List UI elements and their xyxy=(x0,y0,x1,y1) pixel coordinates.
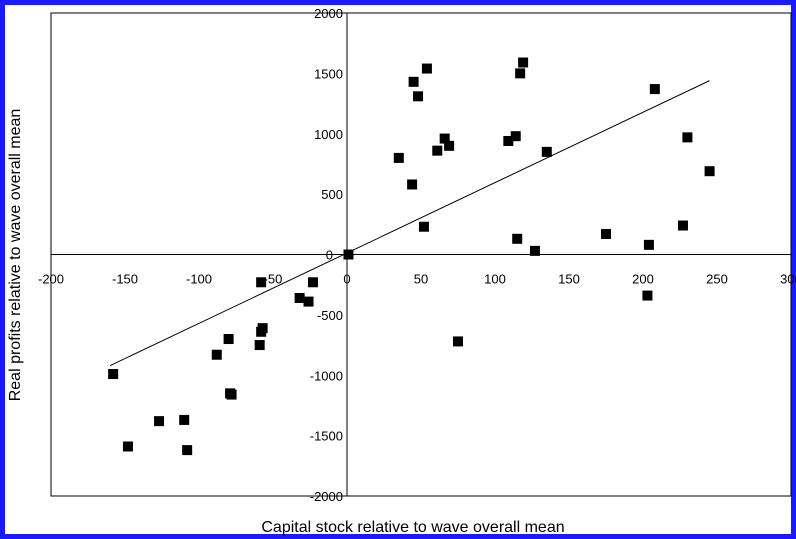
x-tick-label: 300 xyxy=(780,272,796,287)
data-point xyxy=(503,135,514,146)
data-point xyxy=(601,228,611,239)
data-point xyxy=(453,336,463,347)
data-point xyxy=(444,140,455,151)
x-tick-label: 0 xyxy=(343,272,350,287)
data-point xyxy=(182,445,193,456)
x-tick-label: 200 xyxy=(632,272,654,287)
data-point xyxy=(122,441,133,452)
y-tick-label: 1500 xyxy=(314,66,343,81)
y-tick-labels: -2000 -1500 -1000 -500 500 1000 1500 2000 0 xyxy=(310,6,343,504)
data-point xyxy=(510,131,521,142)
data-point xyxy=(421,63,432,74)
data-point xyxy=(541,146,552,157)
data-point xyxy=(643,239,654,250)
data-point xyxy=(211,349,222,360)
x-tick-label: 250 xyxy=(706,272,728,287)
x-tick-label: -150 xyxy=(112,272,138,287)
data-point xyxy=(649,84,660,95)
y-tick-label: 2000 xyxy=(314,6,343,21)
data-point xyxy=(343,249,354,260)
x-tick-label: -50 xyxy=(264,272,283,287)
data-point xyxy=(515,68,526,79)
data-point xyxy=(408,76,419,87)
y-tick-label: -2000 xyxy=(310,489,343,504)
data-point xyxy=(642,290,653,301)
data-point xyxy=(704,166,715,177)
data-point xyxy=(677,220,688,231)
data-point xyxy=(418,221,429,232)
trend-line xyxy=(109,80,710,367)
data-point xyxy=(439,133,450,144)
y-tick-label: 500 xyxy=(321,187,343,202)
data-point xyxy=(413,91,424,102)
data-point xyxy=(179,414,190,425)
y-tick-label: 0 xyxy=(326,248,333,263)
data-point xyxy=(303,296,314,307)
data-point xyxy=(254,340,265,351)
x-tick-label: 100 xyxy=(484,272,506,287)
x-tick-label: -200 xyxy=(38,272,64,287)
x-axis-label: Capital stock relative to wave overall m… xyxy=(261,519,564,536)
y-tick-label: -1500 xyxy=(310,429,343,444)
x-tick-label: -100 xyxy=(186,272,212,287)
data-point xyxy=(294,292,305,303)
data-point xyxy=(529,245,540,256)
y-axis-label: Real profits relative to wave overall me… xyxy=(7,109,24,402)
data-point xyxy=(512,233,523,244)
data-point xyxy=(432,145,443,156)
data-point xyxy=(154,416,165,427)
data-point xyxy=(256,277,267,288)
data-point xyxy=(226,389,237,400)
x-tick-labels: -200 -150 -100 -50 0 50 100 150 200 250 300 xyxy=(38,272,796,287)
x-tick-label: 150 xyxy=(558,272,580,287)
y-tick-label: -500 xyxy=(317,308,343,323)
y-tick-label: -1000 xyxy=(310,368,343,383)
data-points xyxy=(108,57,715,456)
data-point xyxy=(518,57,529,68)
y-tick-label: 1000 xyxy=(314,127,343,142)
data-point xyxy=(682,132,693,143)
data-point xyxy=(223,334,234,345)
data-point xyxy=(393,152,404,163)
x-tick-label: 50 xyxy=(414,272,428,287)
data-point xyxy=(307,277,318,288)
data-point xyxy=(257,323,268,334)
data-point xyxy=(108,369,119,380)
data-point xyxy=(407,179,418,190)
